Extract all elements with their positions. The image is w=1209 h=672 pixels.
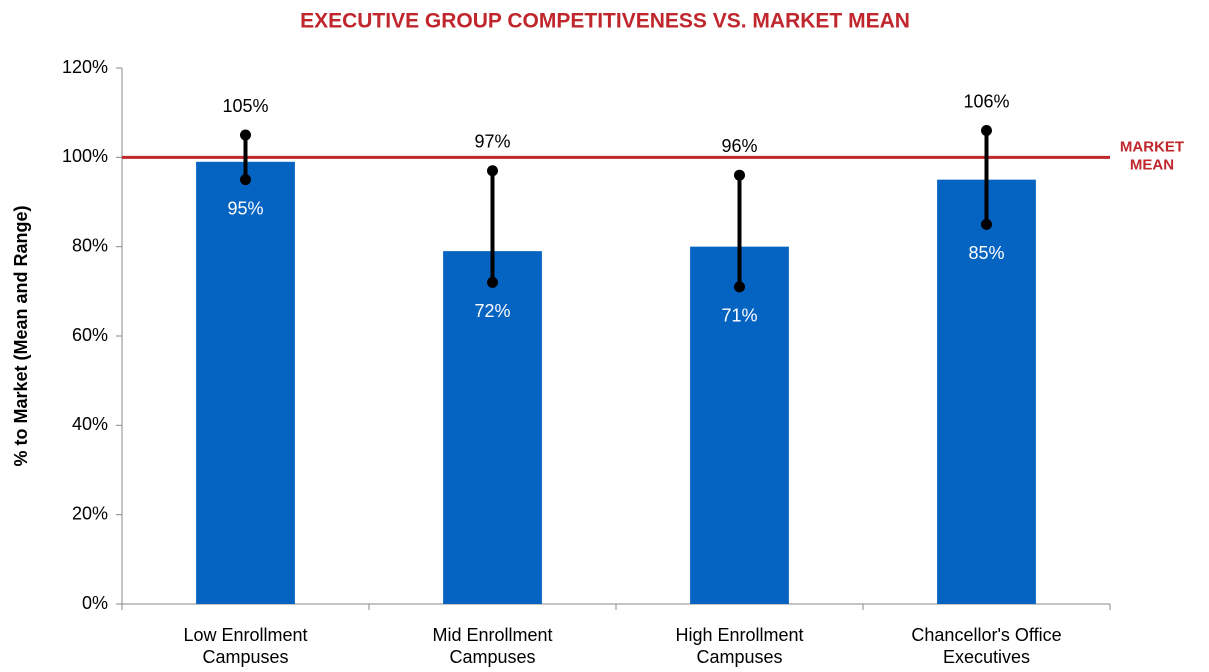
range-max-dot [734,169,745,181]
range-max-dot [981,125,992,137]
x-tick-label: Chancellor's Office Executives [911,625,1062,667]
y-tick-label: 20% [72,503,108,523]
y-axis-label: % to Market (Mean and Range) [11,205,31,466]
bar [690,246,789,604]
y-tick-label: 0% [82,593,108,613]
range-min-dot [734,281,745,293]
market-mean-label: MARKET [1120,138,1184,155]
x-tick-label: Low Enrollment Campuses [183,625,308,667]
y-tick-label: 40% [72,414,108,434]
range-min-label: 72% [474,301,510,321]
range-min-dot [240,174,251,186]
range-max-dot [240,129,251,141]
y-tick-label: 80% [72,235,108,255]
range-max-label: 106% [963,91,1009,111]
range-max-label: 97% [474,131,510,151]
bar [937,179,1036,604]
range-max-dot [487,165,498,177]
y-tick-label: 100% [62,146,108,166]
y-tick-label: 120% [62,57,108,77]
range-min-dot [981,218,992,230]
chart-title: EXECUTIVE GROUP COMPETITIVENESS VS. MARK… [300,10,910,33]
range-min-dot [487,276,498,288]
market-mean-label: MEAN [1130,156,1174,173]
range-max-label: 96% [721,136,757,156]
x-tick-label: High Enrollment Campuses [675,625,804,667]
y-tick-label: 60% [72,325,108,345]
x-tick-label: Mid Enrollment Campuses [432,625,553,667]
range-min-label: 71% [721,306,757,326]
range-min-label: 85% [968,243,1004,263]
range-max-label: 105% [222,96,268,116]
bar [443,251,542,604]
bar [196,161,295,605]
range-min-label: 95% [227,198,263,218]
